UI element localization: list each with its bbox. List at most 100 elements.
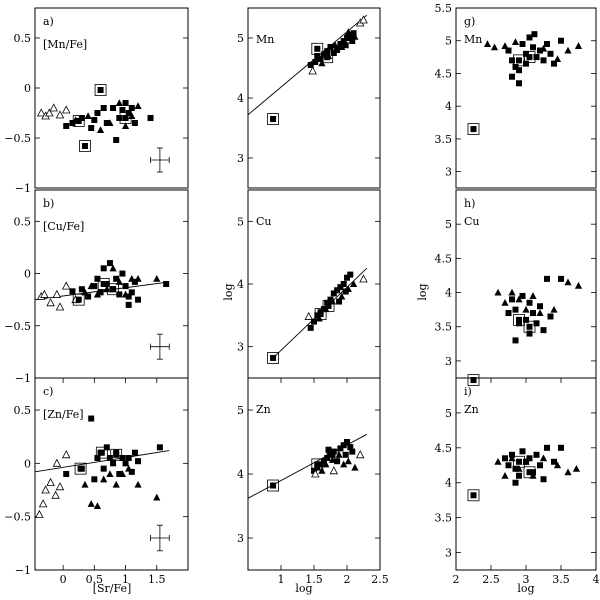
data-point-open-triangle [55,110,65,119]
y-axis-label-col3: log [416,283,429,300]
y-tick-label: 4.5 [435,442,453,455]
data-point-square [63,471,70,477]
panel-label: b) [43,197,54,210]
data-point-square [324,48,331,55]
data-point-triangle [112,480,120,488]
data-point-square [540,327,547,334]
element-label: [Mn/Fe] [43,38,87,51]
data-point-square [519,448,526,455]
data-point-square [116,115,123,121]
data-point-square [509,296,515,303]
data-point-square [344,274,350,281]
y-tick-label: 0.5 [14,32,32,45]
data-point-square [349,448,356,455]
data-point-square [317,56,324,62]
data-point-triangle [100,475,108,483]
panel-frame [34,377,189,571]
data-point-square [544,444,550,451]
data-point-square [558,444,564,451]
data-point-square [122,100,129,106]
data-point-square [505,47,512,54]
data-point-square [125,301,132,308]
data-point-square [122,460,129,467]
data-point-square [512,337,519,344]
data-point-boxed-square [523,51,536,63]
element-label: [Cu/Fe] [43,220,84,233]
data-point-square [334,47,341,53]
y-tick-label: 5 [445,35,452,48]
data-point-boxed-square [322,300,335,312]
data-point-open-triangle [311,469,320,478]
data-point-triangle [109,264,117,272]
data-point-square [519,41,526,47]
data-point-square [91,283,98,290]
data-point-open-triangle [40,289,49,298]
data-point-square [91,476,98,483]
data-point-triangle [153,493,161,501]
data-point-open-triangle [52,458,62,467]
data-point-square [327,44,334,50]
data-point-square [526,455,533,462]
data-point-triangle [118,470,127,477]
error-bar [150,147,170,173]
data-point-square [558,37,564,44]
data-point-boxed-square [467,123,480,135]
data-point-square [531,31,538,38]
panel-label: i) [464,385,472,398]
data-point-square [324,299,331,306]
data-point-square [334,458,341,465]
data-point-boxed-square [267,352,279,364]
data-point-square [533,451,540,458]
data-point-boxed-square [311,458,324,471]
data-point-boxed-square [74,462,87,475]
data-point-open-triangle [61,450,71,459]
data-point-boxed-square [311,42,324,55]
element-label: Mn [464,33,482,46]
x-tick-label: 0 [60,573,67,586]
data-point-square [509,57,515,64]
y-tick-label: 0 [24,268,31,281]
data-point-square [307,62,314,68]
data-point-boxed-square [513,455,525,468]
x-tick-label: 1.5 [305,573,323,586]
data-point-square [163,281,170,287]
data-point-square [551,60,557,67]
data-point-open-triangle [304,311,313,320]
data-point-triangle [338,292,346,300]
data-point-square [523,50,529,57]
data-point-square [94,110,101,116]
data-point-square [505,310,512,317]
y-tick-label: 3 [237,152,244,165]
data-point-boxed-square [95,446,108,459]
data-point-open-triangle [355,450,365,459]
data-point-square [125,110,132,116]
data-point-square [526,330,533,337]
data-point-triangle [106,470,114,477]
data-point-open-triangle [46,477,55,486]
x-tick-label: 1.5 [148,573,166,586]
data-point-triangle [331,41,339,49]
data-point-boxed-square [326,448,339,461]
data-point-boxed-square [321,51,334,64]
data-point-square [94,275,101,282]
fit-line [34,450,170,473]
data-point-triangle [115,278,123,285]
data-point-triangle [81,480,89,488]
data-point-triangle [106,119,114,126]
panel-frame [455,7,597,189]
data-point-square [350,30,357,37]
data-point-square [540,57,547,64]
data-point-square [106,260,113,267]
data-point-square [125,455,132,461]
data-point-square [551,458,557,465]
data-point-triangle [494,457,502,465]
data-point-triangle [128,112,136,119]
data-point-triangle [522,305,530,313]
data-point-open-triangle [61,105,71,114]
data-point-square [320,51,327,58]
data-point-square [116,291,123,298]
data-point-open-triangle [38,499,48,508]
data-point-square [505,462,512,469]
data-point-square [119,270,126,277]
